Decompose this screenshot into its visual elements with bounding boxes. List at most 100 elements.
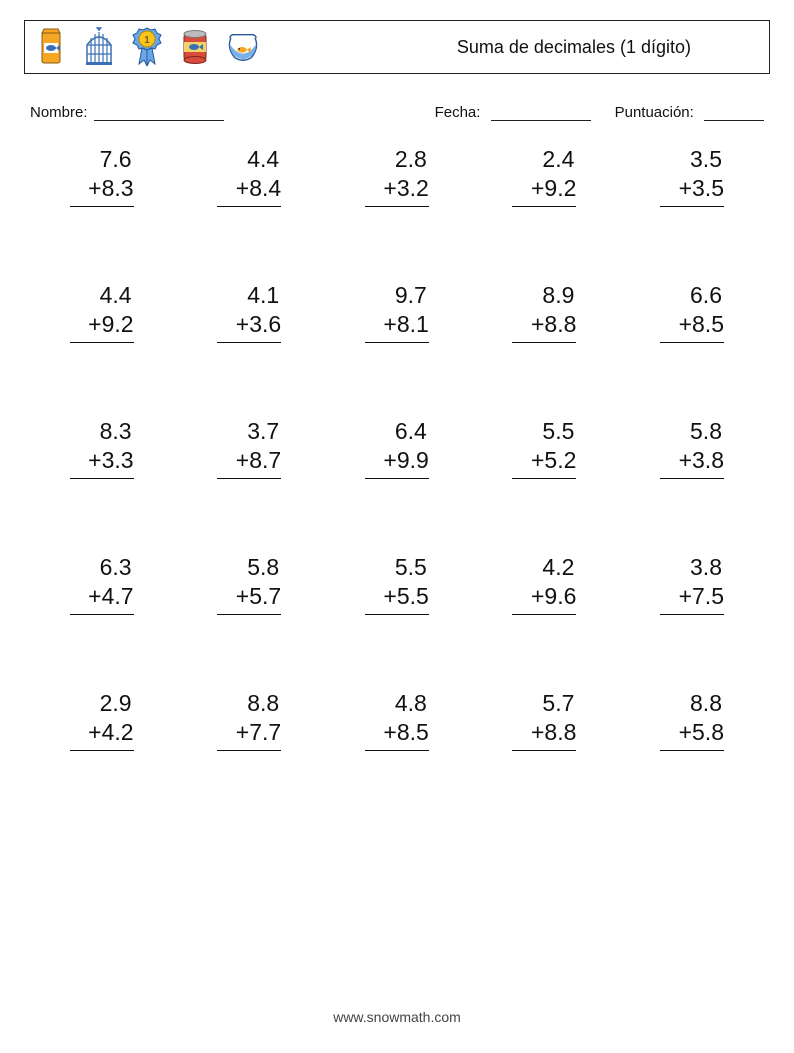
addend-top: 5.7 [542,689,576,718]
addend-bottom-row: +9.9 [383,446,428,475]
addend-bottom-row: +3.3 [88,446,133,475]
addend-bottom-row: +3.6 [236,310,281,339]
addend-bottom: 4.2 [102,718,134,747]
problem: 6.6+8.5 [618,275,766,411]
problem-rule [70,614,134,615]
problem: 5.8+3.8 [618,411,766,547]
operator-plus: + [236,310,249,339]
problem: 4.8+8.5 [323,683,471,819]
problem-rule [660,478,724,479]
addend-bottom-row: +5.8 [679,718,724,747]
fish-bowl-icon [225,27,261,67]
addend-bottom: 3.8 [692,446,724,475]
worksheet-page: 1 [0,0,794,1053]
addend-bottom: 3.2 [397,174,429,203]
award-ribbon-icon: 1 [129,27,165,67]
operator-plus: + [88,174,101,203]
addend-bottom: 9.2 [544,174,576,203]
tin-can-icon [177,27,213,67]
problem-rule [70,478,134,479]
problem: 3.8+7.5 [618,547,766,683]
addend-top: 6.4 [395,417,429,446]
addend-top: 4.1 [247,281,281,310]
name-label: Nombre: [30,104,88,121]
addend-bottom-row: +9.2 [88,310,133,339]
addend-bottom: 3.3 [102,446,134,475]
score-label: Puntuación: [615,104,694,121]
problem-rule [70,342,134,343]
addend-bottom: 4.7 [102,582,134,611]
addend-bottom-row: +8.4 [236,174,281,203]
operator-plus: + [679,310,692,339]
addend-bottom-row: +4.2 [88,718,133,747]
addend-bottom: 8.1 [397,310,429,339]
header-icons-row: 1 [33,27,261,67]
header-box: 1 [24,20,770,74]
addend-top: 5.5 [542,417,576,446]
operator-plus: + [383,446,396,475]
name-blank[interactable] [94,104,224,121]
addend-top: 4.4 [247,145,281,174]
addend-bottom: 3.6 [249,310,281,339]
operator-plus: + [236,582,249,611]
operator-plus: + [383,310,396,339]
problem: 9.7+8.1 [323,275,471,411]
addend-bottom-row: +8.8 [531,718,576,747]
addend-bottom: 3.5 [692,174,724,203]
problem: 5.5+5.5 [323,547,471,683]
addend-top: 4.2 [542,553,576,582]
addend-top: 9.7 [395,281,429,310]
score-blank[interactable] [704,104,764,121]
problem: 4.2+9.6 [471,547,619,683]
addend-bottom: 8.3 [102,174,134,203]
date-blank[interactable] [491,104,591,121]
problem: 8.9+8.8 [471,275,619,411]
addend-bottom: 5.2 [544,446,576,475]
operator-plus: + [679,582,692,611]
addend-top: 2.4 [542,145,576,174]
problem: 8.8+5.8 [618,683,766,819]
problem-rule [512,478,576,479]
addend-bottom: 5.7 [249,582,281,611]
problem: 2.9+4.2 [28,683,176,819]
problem: 4.1+3.6 [176,275,324,411]
addend-top: 8.3 [100,417,134,446]
addend-bottom: 5.5 [397,582,429,611]
operator-plus: + [531,582,544,611]
addend-bottom-row: +8.7 [236,446,281,475]
problem-rule [365,614,429,615]
problem-rule [365,342,429,343]
problem: 3.7+8.7 [176,411,324,547]
addend-top: 8.8 [247,689,281,718]
operator-plus: + [88,310,101,339]
problem-rule [70,750,134,751]
addend-bottom: 9.2 [102,310,134,339]
operator-plus: + [383,718,396,747]
addend-bottom-row: +8.5 [679,310,724,339]
operator-plus: + [88,582,101,611]
operator-plus: + [383,582,396,611]
addend-bottom: 8.4 [249,174,281,203]
problem: 2.4+9.2 [471,139,619,275]
footer-url: www.snowmath.com [0,1009,794,1025]
addend-bottom-row: +8.8 [531,310,576,339]
operator-plus: + [236,174,249,203]
problem-rule [660,750,724,751]
date-label: Fecha: [435,104,481,121]
problem: 4.4+9.2 [28,275,176,411]
problem-rule [512,206,576,207]
operator-plus: + [679,446,692,475]
problem-rule [365,206,429,207]
fish-bag-icon [33,27,69,67]
addend-top: 3.8 [690,553,724,582]
addend-bottom-row: +8.3 [88,174,133,203]
addend-bottom: 7.5 [692,582,724,611]
problem-rule [660,206,724,207]
operator-plus: + [88,718,101,747]
addend-bottom-row: +5.7 [236,582,281,611]
addend-bottom: 9.6 [544,582,576,611]
operator-plus: + [679,718,692,747]
problem-rule [217,342,281,343]
addend-bottom: 5.8 [692,718,724,747]
addend-bottom-row: +5.5 [383,582,428,611]
